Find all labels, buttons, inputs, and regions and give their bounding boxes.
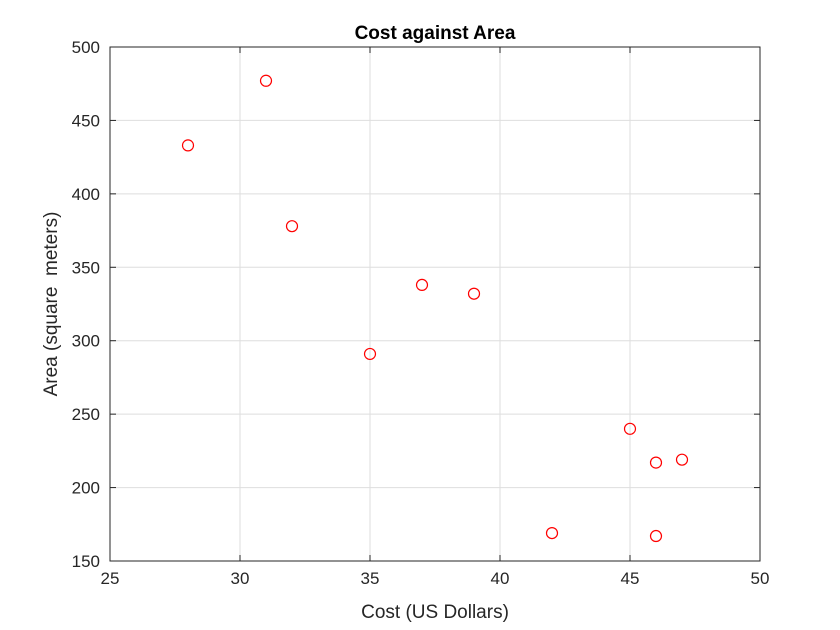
y-tick-label: 300 [72, 332, 100, 351]
data-point [363, 347, 377, 361]
grid [110, 47, 760, 561]
y-tick-label: 450 [72, 111, 100, 130]
x-tick-label: 50 [751, 569, 770, 588]
data-point [285, 220, 299, 233]
data-point [181, 139, 195, 152]
data-point [623, 422, 637, 435]
data-points [181, 74, 689, 543]
chart-title: Cost against Area [355, 23, 516, 44]
data-point [649, 529, 663, 543]
y-tick-label: 500 [72, 38, 100, 57]
y-tick-label: 250 [72, 405, 100, 424]
x-tick-label: 30 [231, 569, 250, 588]
x-tick-label: 40 [491, 569, 510, 588]
data-point [649, 456, 663, 469]
data-point [467, 287, 481, 300]
y-tick-label: 200 [72, 479, 100, 498]
data-point [545, 526, 559, 540]
y-axis-label: Area (square meters) [41, 212, 62, 397]
data-point [415, 278, 429, 292]
y-tick-label: 150 [72, 552, 100, 571]
axis-ticks: 25 30 35 40 45 50 150 200 250 300 350 400 450 500 [72, 38, 770, 588]
y-tick-label: 400 [72, 185, 100, 204]
data-point [259, 74, 273, 87]
plot-area [109, 46, 761, 562]
x-tick-label: 35 [361, 569, 380, 588]
x-tick-label: 45 [621, 569, 640, 588]
x-axis-label: Cost (US Dollars) [361, 602, 509, 623]
x-tick-label: 25 [101, 569, 120, 588]
data-point [675, 453, 689, 466]
y-tick-label: 350 [72, 258, 100, 277]
